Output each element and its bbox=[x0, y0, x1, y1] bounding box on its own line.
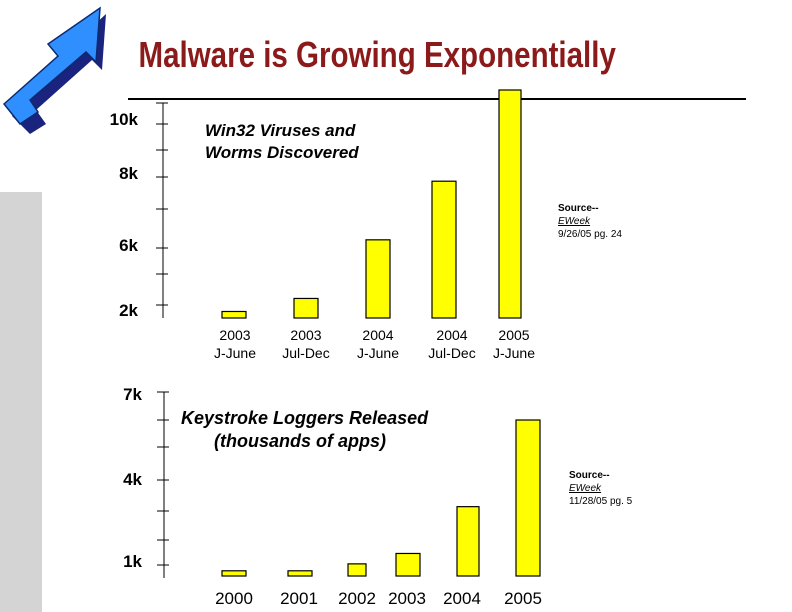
bar bbox=[365, 239, 391, 319]
up-right-arrow-icon bbox=[2, 6, 106, 134]
bar bbox=[498, 89, 522, 319]
y-tick-label: 6k bbox=[119, 236, 138, 255]
chart-title: Keystroke Loggers Released (thousands of… bbox=[181, 407, 428, 453]
source-publication: EWeek bbox=[569, 483, 602, 494]
chart-title: Win32 Viruses and Worms Discovered bbox=[205, 120, 359, 164]
x-tick-label: 2000 bbox=[215, 589, 253, 608]
y-tick-label: 1k bbox=[123, 552, 142, 571]
x-tick-label: 2004 bbox=[443, 589, 481, 608]
bar bbox=[221, 310, 247, 319]
bar bbox=[515, 419, 541, 577]
x-tick-label: 2005 J-June bbox=[492, 327, 536, 361]
source-reference: 11/28/05 pg. 5 bbox=[569, 496, 633, 507]
bar bbox=[221, 570, 247, 577]
bar bbox=[347, 563, 367, 577]
x-tick-label: 2004 Jul-Dec bbox=[428, 327, 476, 361]
source-heading: Source-- bbox=[558, 203, 599, 214]
source-note: Source-- EWeek 9/26/05 pg. 24 bbox=[558, 202, 622, 241]
x-tick-label: 2002 bbox=[338, 589, 376, 608]
bar bbox=[431, 180, 457, 319]
chart-title-line: (thousands of apps) bbox=[214, 431, 386, 451]
side-decoration-bar bbox=[0, 192, 42, 612]
y-tick-label: 8k bbox=[119, 164, 138, 183]
bar bbox=[293, 297, 319, 319]
bar bbox=[456, 506, 480, 577]
x-tick-label: 2003 J-June bbox=[213, 327, 257, 361]
source-note: Source-- EWeek 11/28/05 pg. 5 bbox=[569, 469, 632, 508]
y-tick-label: 7k bbox=[123, 385, 142, 404]
chart-title-line: Worms Discovered bbox=[205, 143, 359, 162]
source-reference: 9/26/05 pg. 24 bbox=[558, 229, 622, 240]
x-tick-label: 2001 bbox=[280, 589, 318, 608]
chart-title-line: Win32 Viruses and bbox=[205, 121, 356, 140]
x-tick-label: 2005 bbox=[504, 589, 542, 608]
x-tick-label: 2003 bbox=[388, 589, 426, 608]
y-tick-label: 2k bbox=[119, 301, 138, 320]
bar bbox=[287, 570, 313, 577]
x-tick-label: 2003 Jul-Dec bbox=[282, 327, 330, 361]
y-tick-label: 10k bbox=[109, 110, 138, 129]
title-divider bbox=[128, 98, 746, 100]
x-tick-label: 2004 J-June bbox=[356, 327, 400, 361]
source-publication: EWeek bbox=[558, 216, 591, 227]
slide-title: Malware is Growing Exponentially bbox=[138, 34, 616, 75]
y-tick-label: 4k bbox=[123, 470, 142, 489]
bar bbox=[395, 552, 421, 577]
source-heading: Source-- bbox=[569, 470, 610, 481]
chart-title-line: Keystroke Loggers Released bbox=[181, 408, 429, 428]
